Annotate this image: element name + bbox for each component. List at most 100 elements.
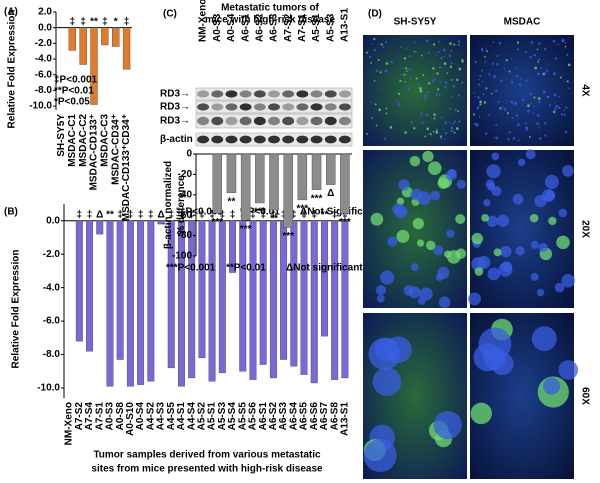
x-tick-label: A5-S1 xyxy=(311,13,322,42)
cell xyxy=(449,107,452,110)
cell xyxy=(548,216,557,226)
cell xyxy=(427,161,442,175)
cell xyxy=(508,131,511,134)
cell xyxy=(485,50,489,53)
blot-band xyxy=(310,116,323,126)
bar xyxy=(229,220,237,273)
x-tick-label: A7-S4 xyxy=(84,402,95,431)
cell xyxy=(554,107,557,111)
bar xyxy=(212,153,223,214)
cell xyxy=(562,165,574,177)
cell xyxy=(556,235,570,250)
cell xyxy=(377,88,380,91)
cell xyxy=(436,92,438,95)
blot-band xyxy=(324,135,337,144)
cell xyxy=(474,95,477,98)
x-tick-label: A6-S2 xyxy=(254,13,265,42)
cell xyxy=(516,123,520,127)
blot-band xyxy=(282,90,295,98)
bar-annotation: * xyxy=(114,16,118,27)
cell xyxy=(456,179,466,189)
cell xyxy=(417,191,431,206)
x-tick-label: A0-S4 xyxy=(135,402,146,431)
blot-band xyxy=(253,103,266,111)
cell xyxy=(471,232,484,245)
cell xyxy=(435,131,439,134)
cell xyxy=(479,103,482,106)
bar-annotation: ‡ xyxy=(80,16,86,27)
blot-band xyxy=(253,116,266,126)
cell xyxy=(548,103,552,107)
cell xyxy=(422,150,434,163)
cell xyxy=(485,132,488,135)
cell xyxy=(449,42,452,45)
cell xyxy=(403,73,406,76)
cell xyxy=(536,122,539,125)
cell xyxy=(436,88,440,91)
bar xyxy=(290,220,298,367)
y-tick-label: -60 xyxy=(178,210,193,221)
cell xyxy=(537,101,540,104)
cell xyxy=(484,47,487,49)
bar-annotation: ‡ xyxy=(260,209,266,220)
cell xyxy=(457,40,461,43)
cell xyxy=(385,62,389,65)
cell xyxy=(564,42,567,44)
cell xyxy=(500,245,512,258)
cell xyxy=(527,104,530,108)
blot-band xyxy=(197,103,210,111)
x-tick-label: A6-S3 xyxy=(269,13,280,42)
bar xyxy=(310,220,318,384)
blot-band xyxy=(239,116,252,126)
cell xyxy=(538,58,540,61)
cell xyxy=(453,131,456,134)
x-tick-label: A5-S3 xyxy=(325,13,336,42)
y-tick-label: -10.0 xyxy=(37,383,60,394)
cell xyxy=(375,69,379,73)
cell xyxy=(558,208,568,218)
y-axis-label: % difference xyxy=(176,175,187,235)
cell xyxy=(373,37,376,41)
cell xyxy=(439,81,442,84)
cell xyxy=(457,110,459,112)
cell xyxy=(564,106,568,109)
cell xyxy=(483,101,487,104)
significance-note: **P<0.01 xyxy=(240,207,280,218)
cell xyxy=(457,94,460,97)
cell xyxy=(488,114,491,117)
bar xyxy=(249,220,257,380)
blot-band xyxy=(225,90,238,98)
cell xyxy=(438,51,441,54)
panel-label: (A) xyxy=(4,7,18,18)
cell xyxy=(508,70,511,73)
cell xyxy=(410,68,412,71)
cell xyxy=(477,83,481,86)
cell xyxy=(427,133,429,135)
cell xyxy=(495,124,498,127)
cell xyxy=(433,410,462,440)
cell xyxy=(468,292,481,306)
cell xyxy=(372,367,402,396)
y-tick-label: 0.0 xyxy=(38,22,52,33)
cell xyxy=(487,267,501,281)
bar xyxy=(218,220,226,374)
cell xyxy=(564,130,568,134)
bar-annotation: *** xyxy=(297,204,309,215)
cell xyxy=(492,41,495,44)
cell xyxy=(542,90,545,93)
bar xyxy=(96,220,104,235)
blot-band xyxy=(239,103,252,111)
micrograph xyxy=(470,150,574,308)
bar-annotation: ‡ xyxy=(332,209,338,220)
cell xyxy=(410,120,414,124)
cell xyxy=(403,57,407,60)
cell xyxy=(552,39,556,43)
cell xyxy=(454,108,457,112)
cell xyxy=(498,262,513,277)
bar xyxy=(269,153,279,211)
column-label: MSDAC xyxy=(504,17,541,28)
cell xyxy=(496,63,499,66)
cell xyxy=(496,55,499,58)
y-tick-label: -80 xyxy=(178,230,193,241)
